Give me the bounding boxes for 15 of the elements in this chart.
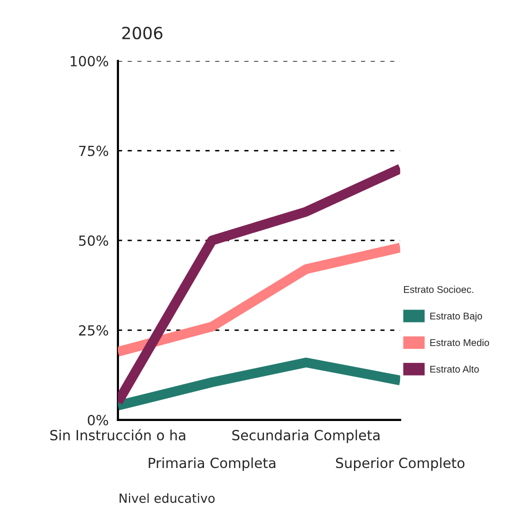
x-axis-title: Nivel educativo xyxy=(120,493,215,503)
y-tick-label: 100% xyxy=(70,56,108,66)
y-tick-label: 50% xyxy=(79,235,108,246)
legend-title: Estrato Socioec. xyxy=(404,286,474,293)
x-tick-label: Sin Instrucción o ha xyxy=(50,429,186,440)
legend-label: Estrato Medio xyxy=(430,338,490,346)
chart-title: 2006 xyxy=(122,26,162,40)
y-tick-label: 0% xyxy=(88,414,108,426)
y-tick-label: 25% xyxy=(79,325,108,336)
x-tick-label: Secundaria Completa xyxy=(232,430,380,444)
legend-label: Estrato Bajo xyxy=(430,312,482,322)
legend-label: Estrato Alto xyxy=(430,365,479,373)
x-tick-label: Superior Completo xyxy=(336,457,464,471)
y-tick-label: 75% xyxy=(79,146,108,156)
x-tick-label: Primaria Completa xyxy=(148,457,276,471)
